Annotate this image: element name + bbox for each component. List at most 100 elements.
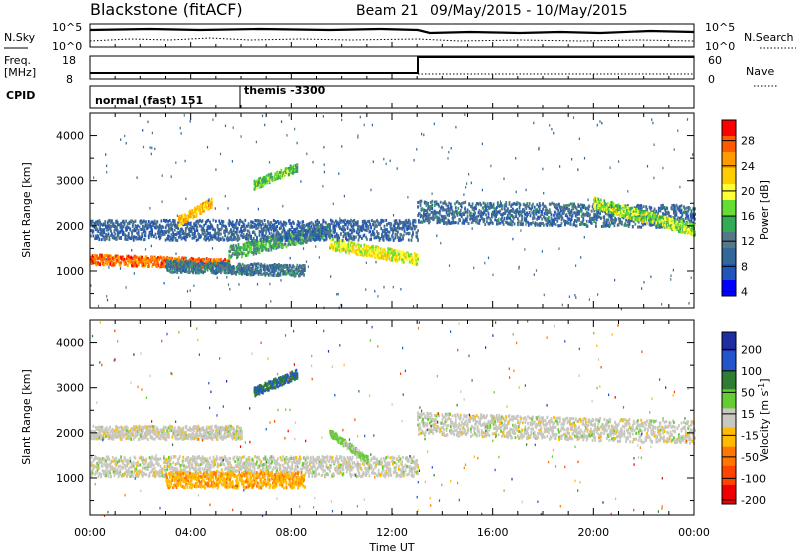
power-marks-cell-4 <box>279 273 282 277</box>
power-marks-cell-3 <box>369 230 372 234</box>
power-marks-cell-2 <box>352 246 355 249</box>
power-marks-cell-7 <box>625 224 627 227</box>
power-marks-cell-7 <box>546 224 549 227</box>
power-marks-cell-3 <box>398 238 401 242</box>
power-marks-cell-3 <box>331 219 334 223</box>
power-marks-cell-7 <box>446 213 449 217</box>
power-marks-cell-3 <box>366 225 369 229</box>
power-marks-cell-3 <box>164 226 167 230</box>
power-marks-cell-3 <box>272 226 274 230</box>
power-marks-cell-3 <box>355 235 357 239</box>
power-marks-cell-3 <box>264 223 267 227</box>
power-marks-cell-0 <box>148 261 151 265</box>
power-marks-cell-3 <box>280 226 283 230</box>
power-marks-cell-3 <box>120 237 122 240</box>
power-marks-cell-3 <box>194 230 196 234</box>
power-marks-cell-3 <box>188 231 190 235</box>
power-marks-cell-3 <box>330 222 333 226</box>
power-marks-cell-3 <box>275 221 278 225</box>
power-marks-cell-7 <box>483 219 486 223</box>
power-marks-cell-3 <box>393 219 396 223</box>
power-marks-cell-2 <box>390 247 393 251</box>
power-marks-cell-5 <box>283 173 286 177</box>
power-marks-cell-3 <box>159 236 162 240</box>
power-marks-cell-7 <box>444 216 447 220</box>
power-marks-cell-4 <box>263 270 266 274</box>
power-marks-cell-3 <box>376 230 378 234</box>
power-marks-cell-7 <box>560 205 563 209</box>
power-marks-cell-3 <box>236 232 238 236</box>
power-marks-cell-7 <box>541 217 544 221</box>
power-marks-cell-2 <box>371 244 374 248</box>
power-marks-cell-7 <box>517 219 520 223</box>
power-marks-cell-3 <box>383 234 386 238</box>
power-marks-cell-3 <box>283 231 286 235</box>
power-marks-cell-7 <box>512 220 514 224</box>
power-marks-cell-3 <box>288 234 290 237</box>
power-marks-cell-5 <box>267 178 270 182</box>
power-marks-cell-3 <box>205 233 208 237</box>
power-marks-cell-3 <box>216 225 219 229</box>
power-marks-cell-1 <box>232 243 235 247</box>
power-marks-cell-7 <box>557 212 560 216</box>
power-marks-cell-3 <box>329 229 332 233</box>
power-marks-cell-0 <box>159 255 162 259</box>
power-marks-cell-1 <box>302 241 304 245</box>
power-marks-cell-7 <box>479 201 481 205</box>
power-marks-cell-4 <box>191 266 194 270</box>
power-marks-cell-1 <box>282 245 284 249</box>
power-marks-cell-3 <box>195 227 198 231</box>
power-marks-cell-3 <box>236 226 239 230</box>
power-marks-cell-3 <box>162 225 164 229</box>
power-marks-cell-7 <box>459 210 461 214</box>
power-marks-cell-1 <box>230 254 233 258</box>
power-marks-cell-7 <box>553 219 555 223</box>
power-marks-cell-3 <box>281 238 284 242</box>
power-marks-cell-7 <box>522 203 525 207</box>
power-marks-cell-1 <box>257 243 260 247</box>
power-marks-cell-3 <box>132 238 135 242</box>
power-marks-cell-3 <box>169 236 172 240</box>
power-marks-cell-7 <box>605 218 608 222</box>
power-marks-cell-6 <box>203 209 206 213</box>
power-marks-cell-3 <box>289 236 292 240</box>
power-marks-cell-3 <box>244 228 247 232</box>
power-marks-cell-3 <box>305 238 308 242</box>
power-marks-cell-6 <box>207 201 210 204</box>
power-marks-cell-1 <box>258 250 261 254</box>
power-marks-cell-3 <box>90 219 92 223</box>
power-marks-cell-1 <box>247 250 250 254</box>
power-marks-cell-6 <box>185 220 188 223</box>
power-marks-cell-4 <box>205 263 208 267</box>
power-marks-cell-2 <box>407 257 409 261</box>
power-marks-cell-3 <box>112 234 115 238</box>
power-marks-cell-3 <box>97 230 100 233</box>
power-marks-cell-7 <box>521 218 523 221</box>
power-marks-cell-0 <box>192 260 195 263</box>
power-marks-cell-3 <box>388 230 391 234</box>
power-marks-cell-5 <box>256 186 258 190</box>
power-marks-cell-7 <box>506 207 509 211</box>
power-marks-cell-7 <box>483 218 486 222</box>
power-marks-cell-3 <box>151 230 153 234</box>
power-marks-cell-3 <box>252 236 255 240</box>
power-marks-cell-3 <box>153 221 156 225</box>
power-marks-cell-3 <box>288 218 291 222</box>
power-marks-cell-4 <box>189 260 192 264</box>
power-marks-cell-2 <box>394 251 397 255</box>
power-marks-cell-7 <box>439 218 442 222</box>
power-marks-cell-7 <box>457 221 460 225</box>
power-marks-cell-4 <box>178 263 181 267</box>
search-tick-bottom: 10^0 <box>705 40 735 53</box>
power-marks-cell-7 <box>578 217 580 221</box>
power-marks-cell-1 <box>246 248 248 252</box>
power-marks-cell-3 <box>209 220 211 224</box>
power-marks-cell-2 <box>375 245 377 249</box>
power-marks-cell-7 <box>418 220 421 224</box>
power-marks-cell-7 <box>486 209 489 213</box>
power-marks-cell-3 <box>397 230 399 234</box>
power-marks-cell-6 <box>204 207 206 211</box>
power-marks-cell-3 <box>250 236 252 240</box>
power-marks-cell-3 <box>352 224 355 227</box>
power-marks-cell-0 <box>119 263 122 267</box>
